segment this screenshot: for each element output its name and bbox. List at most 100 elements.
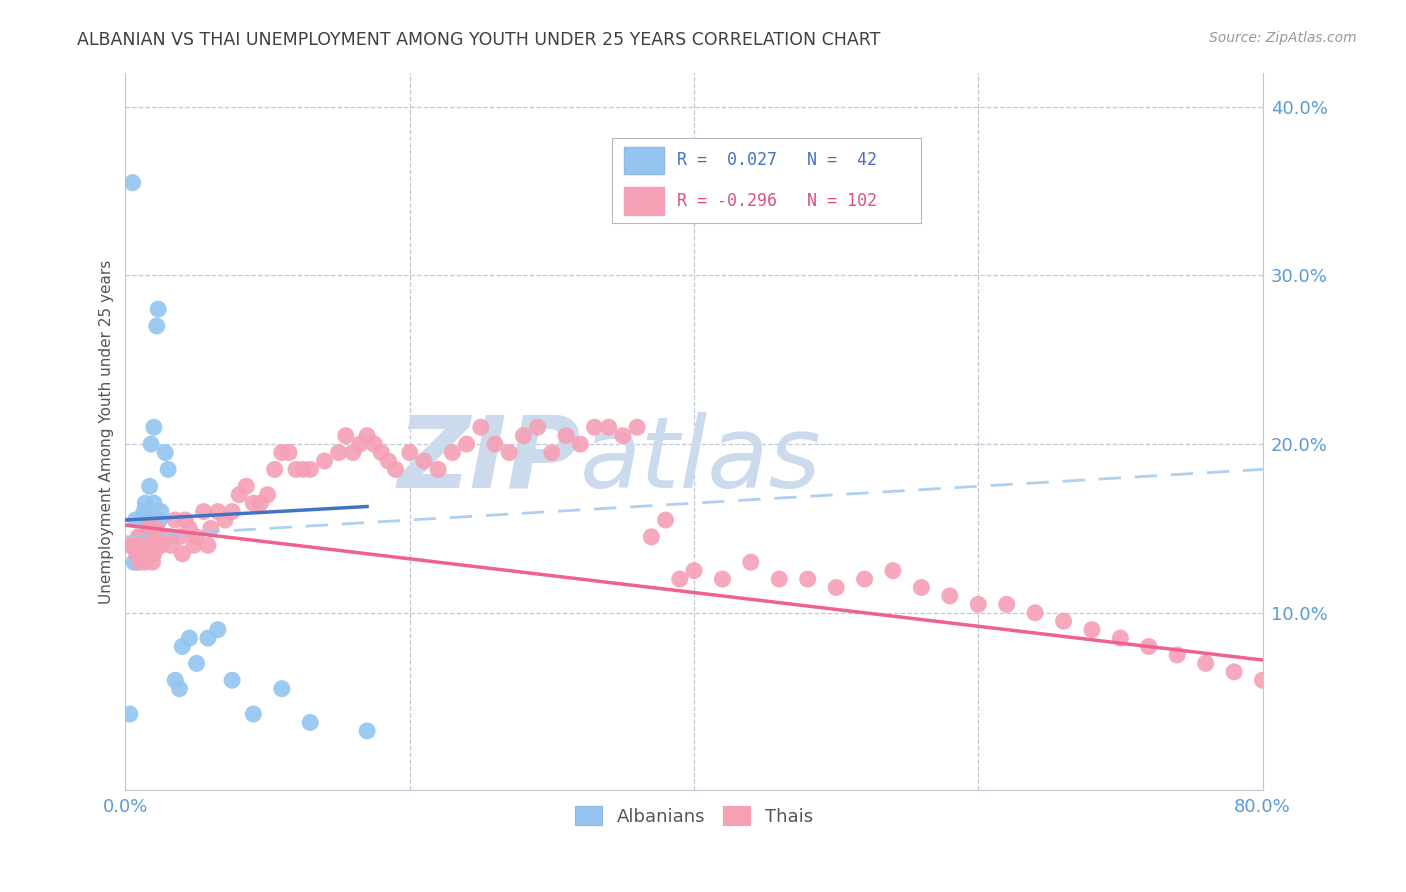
Point (612, 428, 634, 442)
Point (150, 505, 173, 519)
Point (384, 462, 406, 476)
Y-axis label: Unemployment Among Youth under 25 years: Unemployment Among Youth under 25 years (100, 260, 114, 604)
Point (186, 530, 208, 544)
Point (125, 538, 148, 552)
Point (179, 631, 201, 645)
Text: ZIP: ZIP (398, 411, 581, 508)
Point (583, 420, 606, 434)
Point (555, 428, 578, 442)
Point (853, 572, 876, 586)
Point (910, 581, 932, 595)
Point (145, 521, 167, 535)
Point (356, 428, 378, 442)
Point (335, 428, 357, 442)
Point (193, 505, 215, 519)
Point (526, 420, 548, 434)
Point (141, 555, 163, 569)
Point (135, 538, 157, 552)
Point (131, 547, 153, 561)
Point (125, 547, 148, 561)
Point (512, 428, 534, 442)
Point (1195, 657, 1218, 671)
Text: ALBANIAN VS THAI UNEMPLOYMENT AMONG YOUTH UNDER 25 YEARS CORRELATION CHART: ALBANIAN VS THAI UNEMPLOYMENT AMONG YOUT… (77, 31, 880, 49)
Point (169, 681, 191, 696)
Point (143, 513, 166, 527)
Legend: Albanians, Thais: Albanians, Thais (567, 797, 823, 835)
Point (299, 715, 322, 730)
Point (136, 521, 159, 535)
Point (1137, 640, 1160, 654)
Point (139, 437, 162, 451)
Point (1024, 606, 1046, 620)
Point (122, 555, 145, 569)
Point (174, 513, 197, 527)
Point (145, 318, 167, 333)
Point (1109, 631, 1132, 645)
Point (221, 673, 243, 688)
Point (160, 538, 183, 552)
Text: R =  0.027   N =  42: R = 0.027 N = 42 (676, 152, 876, 169)
Point (142, 547, 165, 561)
Point (498, 445, 520, 459)
Point (256, 488, 278, 502)
Point (138, 538, 160, 552)
Point (1052, 614, 1074, 628)
Point (398, 445, 420, 459)
Point (139, 521, 162, 535)
Point (270, 445, 292, 459)
Point (124, 538, 146, 552)
Point (118, 706, 141, 721)
Point (626, 420, 648, 434)
Point (768, 572, 790, 586)
Point (157, 462, 180, 476)
Point (134, 555, 156, 569)
Point (541, 445, 564, 459)
Point (249, 496, 271, 510)
Point (441, 445, 464, 459)
Point (1279, 681, 1302, 696)
Point (149, 513, 172, 527)
Point (939, 589, 962, 603)
Point (197, 538, 219, 552)
Point (132, 505, 155, 519)
Point (285, 462, 308, 476)
Point (1308, 690, 1330, 705)
Point (569, 437, 592, 451)
Point (214, 513, 236, 527)
Point (160, 530, 183, 544)
Point (882, 564, 904, 578)
Point (124, 513, 146, 527)
Point (995, 598, 1018, 612)
Bar (624, 147, 664, 174)
Point (197, 631, 219, 645)
Point (128, 547, 150, 561)
Point (598, 420, 620, 434)
Point (413, 454, 436, 468)
Point (370, 445, 392, 459)
Point (139, 530, 162, 544)
Point (342, 445, 364, 459)
Point (356, 723, 378, 738)
Point (668, 572, 690, 586)
Point (141, 513, 163, 527)
Point (136, 505, 159, 519)
Point (172, 640, 194, 654)
Point (153, 530, 176, 544)
Point (456, 437, 478, 451)
Point (1166, 648, 1188, 662)
Point (1223, 665, 1246, 679)
Point (427, 462, 450, 476)
Bar (624, 187, 664, 214)
Point (134, 496, 156, 510)
Point (221, 505, 243, 519)
Point (128, 555, 150, 569)
Point (263, 462, 285, 476)
Point (150, 538, 173, 552)
Point (235, 479, 257, 493)
Point (186, 657, 208, 671)
Point (150, 530, 173, 544)
Point (172, 547, 194, 561)
Point (135, 538, 157, 552)
Point (125, 555, 148, 569)
Point (138, 479, 160, 493)
